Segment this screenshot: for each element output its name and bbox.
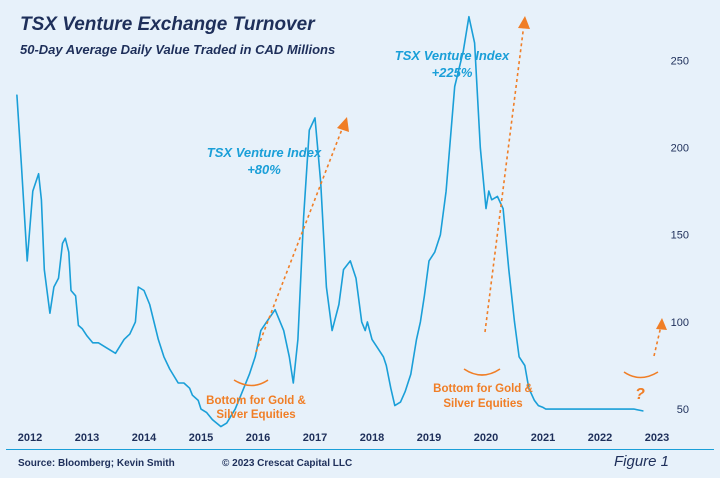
arrow-2023 xyxy=(653,325,662,357)
chart-subtitle: 50-Day Average Daily Value Traded in CAD… xyxy=(20,42,336,57)
annotation-2016-line1: TSX Venture Index xyxy=(207,145,322,160)
x-tick-label: 2017 xyxy=(303,432,327,444)
x-tick-label: 2015 xyxy=(189,432,213,444)
annotation-2020-line1: TSX Venture Index xyxy=(395,48,510,63)
y-tick-label: 50 xyxy=(677,404,689,416)
annotation-bottom-2016-line2: Silver Equities xyxy=(216,409,295,421)
arrowhead-2020 xyxy=(518,16,530,29)
x-tick-label: 2012 xyxy=(18,432,42,444)
x-tick-label: 2022 xyxy=(588,432,612,444)
annotation-2016-line2: +80% xyxy=(247,162,281,177)
x-tick-label: 2023 xyxy=(645,432,669,444)
arrowhead-2016 xyxy=(337,117,349,132)
y-tick-label: 150 xyxy=(671,230,689,242)
annotation-bottom-2016-line1: Bottom for Gold & xyxy=(206,395,306,407)
arrow-2016 xyxy=(255,123,345,353)
bottom-arc-2016 xyxy=(233,379,269,387)
annotation-question: ? xyxy=(635,386,645,403)
x-tick-label: 2020 xyxy=(474,432,498,444)
bottom-arc-2023 xyxy=(623,371,659,379)
figure-label: Figure 1 xyxy=(614,453,670,470)
chart-title: TSX Venture Exchange Turnover xyxy=(20,14,315,35)
arrow-2020 xyxy=(484,23,525,333)
annotation-bottom-2020-line2: Silver Equities xyxy=(443,398,522,410)
y-tick-label: 200 xyxy=(671,143,689,155)
annotation-bottom-2020-line1: Bottom for Gold & xyxy=(433,383,533,395)
copyright-note: © 2023 Crescat Capital LLC xyxy=(222,458,353,469)
series-line xyxy=(16,15,644,428)
footer-divider xyxy=(6,449,714,450)
bottom-arc-2020 xyxy=(463,368,501,376)
y-tick-label: 250 xyxy=(671,55,689,67)
x-tick-label: 2016 xyxy=(246,432,270,444)
x-tick-label: 2014 xyxy=(132,432,157,444)
annotation-2020-line2: +225% xyxy=(432,65,473,80)
x-axis: 2012 2013 2014 2015 2016 2017 2018 2019 2020 2021… xyxy=(18,432,669,444)
arrowhead-2023 xyxy=(656,318,667,330)
x-tick-label: 2019 xyxy=(417,432,441,444)
x-tick-label: 2021 xyxy=(531,432,555,444)
y-axis: 50 100 150 200 250 xyxy=(671,55,689,416)
y-tick-label: 100 xyxy=(671,317,689,329)
x-tick-label: 2018 xyxy=(360,432,384,444)
x-tick-label: 2013 xyxy=(75,432,99,444)
source-note: Source: Bloomberg; Kevin Smith xyxy=(18,458,175,469)
